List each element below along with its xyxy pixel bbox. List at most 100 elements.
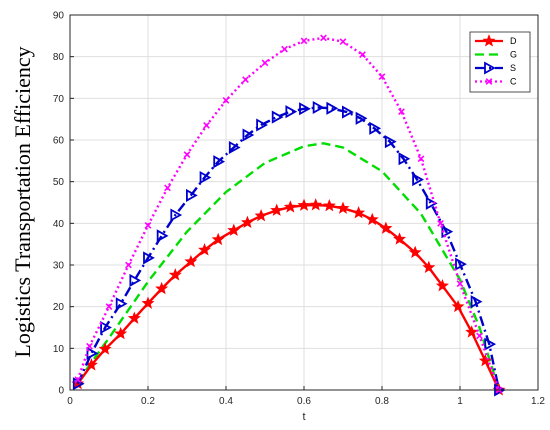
y-tick-label: 90 xyxy=(53,11,65,22)
data-point-S xyxy=(341,105,354,119)
data-point-D xyxy=(336,201,350,214)
data-point-S xyxy=(129,273,142,287)
legend-item-G: G xyxy=(475,50,517,60)
x-tick-label: 0.6 xyxy=(297,396,311,407)
y-tick-label: 60 xyxy=(53,136,65,147)
x-tick-label: 1.2 xyxy=(531,396,545,407)
data-point-D xyxy=(309,198,323,211)
data-point-C xyxy=(281,45,288,53)
data-point-S xyxy=(484,337,497,351)
data-point-D xyxy=(211,232,225,246)
legend-item-S: S xyxy=(475,61,516,75)
data-point-S xyxy=(156,229,169,243)
y-tick-label: 10 xyxy=(53,344,65,355)
axis-ticks: 0 0.2 0.4 0.6 0.8 1 1.2 0 10 20 30 40 50 60 70 80 90 xyxy=(53,11,546,408)
x-tick-label: 0 xyxy=(67,396,73,407)
x-axis-label: t xyxy=(302,411,305,423)
series-C xyxy=(74,34,503,394)
data-point-D xyxy=(352,206,366,219)
data-point-D xyxy=(322,199,336,212)
x-tick-label: 0.4 xyxy=(219,396,233,407)
series-G xyxy=(76,142,501,391)
data-point-D xyxy=(422,260,436,274)
data-point-D xyxy=(127,311,141,324)
data-point-D xyxy=(198,243,212,256)
data-point-S xyxy=(384,135,397,149)
data-point-S xyxy=(256,118,268,132)
data-point-S xyxy=(271,110,284,124)
data-point-S xyxy=(312,100,325,115)
data-point-S xyxy=(170,208,183,222)
data-point-D xyxy=(393,232,407,245)
legend-label: D xyxy=(510,36,517,46)
data-point-S xyxy=(355,111,368,125)
data-point-C xyxy=(144,222,152,229)
y-tick-label: 30 xyxy=(53,261,65,272)
legend-marker xyxy=(484,61,496,75)
data-point-D xyxy=(365,212,379,226)
data-point-S xyxy=(425,196,438,210)
series-line-D xyxy=(76,203,501,391)
data-point-C xyxy=(437,219,444,227)
data-point-D xyxy=(227,223,241,236)
y-tick-label: 80 xyxy=(53,52,65,63)
data-point-C xyxy=(164,184,171,192)
data-point-D xyxy=(465,325,479,338)
data-point-C xyxy=(125,261,132,269)
data-point-C xyxy=(417,155,425,163)
data-point-D xyxy=(270,203,284,216)
data-point-D xyxy=(254,209,268,222)
y-tick-label: 0 xyxy=(58,386,64,397)
y-tick-label: 20 xyxy=(53,302,65,313)
data-point-D xyxy=(379,221,393,234)
x-tick-label: 0.2 xyxy=(141,396,155,407)
data-point-S xyxy=(285,105,298,119)
legend-label: S xyxy=(510,63,516,73)
data-point-S xyxy=(213,155,226,169)
data-point-S xyxy=(86,346,99,360)
data-point-C xyxy=(476,332,483,340)
data-point-C xyxy=(339,38,347,46)
data-point-C xyxy=(242,76,249,83)
data-point-S xyxy=(228,140,241,155)
data-point-D xyxy=(283,200,297,213)
data-point-S xyxy=(398,152,411,166)
data-point-S xyxy=(242,128,255,142)
data-point-C xyxy=(398,108,405,116)
data-point-D xyxy=(155,281,169,295)
x-tick-label: 0.8 xyxy=(375,396,389,407)
data-point-S xyxy=(143,251,155,265)
data-point-S xyxy=(455,257,467,271)
data-point-C xyxy=(183,151,191,158)
series-layer xyxy=(71,34,506,397)
data-point-D xyxy=(168,268,182,281)
series-S xyxy=(72,100,506,397)
data-point-D xyxy=(435,279,449,292)
data-point-C xyxy=(74,376,82,383)
data-point-S xyxy=(299,102,311,116)
data-point-S xyxy=(412,173,424,187)
legend-label: C xyxy=(510,77,517,87)
data-point-S xyxy=(100,320,112,335)
data-point-C xyxy=(203,122,210,129)
series-D xyxy=(71,198,506,396)
data-point-D xyxy=(114,326,128,340)
data-point-S xyxy=(470,295,483,309)
x-tick-label: 1 xyxy=(457,396,463,407)
series-line-S xyxy=(76,106,501,391)
legend-marker xyxy=(485,78,493,85)
data-point-D xyxy=(184,254,198,268)
data-point-C xyxy=(320,34,327,42)
data-point-C xyxy=(105,303,113,311)
data-point-D xyxy=(141,296,155,309)
data-point-D xyxy=(297,198,311,211)
legend-label: G xyxy=(510,50,517,60)
data-point-C xyxy=(359,51,366,58)
data-point-C xyxy=(456,280,464,288)
data-point-D xyxy=(451,299,465,313)
data-point-S xyxy=(185,188,198,202)
data-point-D xyxy=(478,354,492,367)
data-point-C xyxy=(222,97,230,104)
data-point-S xyxy=(72,377,85,391)
